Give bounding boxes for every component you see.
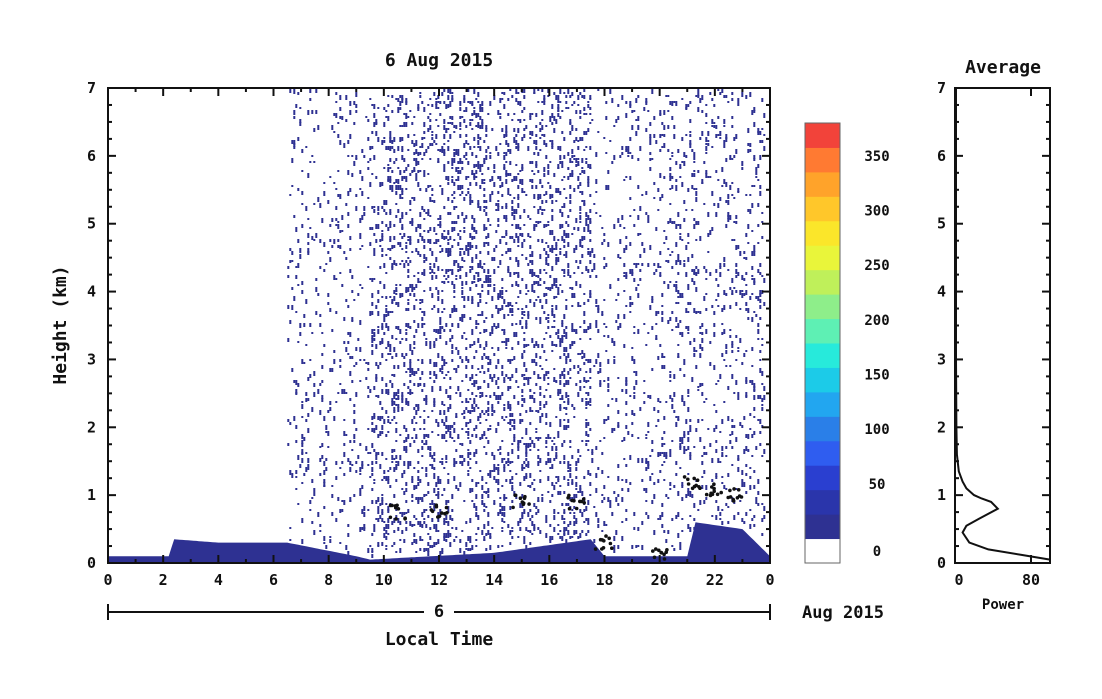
y-tick-label: 5 xyxy=(87,215,96,233)
colorbar-segment xyxy=(805,391,840,417)
colorbar-segment xyxy=(805,465,840,491)
average-x-tick-label: 80 xyxy=(1022,571,1040,589)
colorbar: 0 50 100 150 200 250 300 350 xyxy=(804,122,890,564)
x-tick-label: 2 xyxy=(159,571,168,589)
y-tick-label: 1 xyxy=(87,486,96,504)
x-tick-label: 8 xyxy=(324,571,333,589)
power-label: Power xyxy=(982,597,1024,613)
average-y-tick-label: 0 xyxy=(937,554,946,572)
chart-title: 6 Aug 2015 xyxy=(385,50,493,71)
colorbar-segment xyxy=(805,538,840,564)
x-tick-label: 10 xyxy=(375,571,393,589)
colorbar-segment xyxy=(805,220,840,246)
average-y-tick-label: 3 xyxy=(937,350,946,368)
y-tick-label: 4 xyxy=(87,283,96,301)
colorbar-tick-label: 50 xyxy=(869,477,886,493)
colorbar-segment xyxy=(805,245,840,271)
colorbar-segment xyxy=(805,514,840,540)
date-day-label: 6 xyxy=(434,602,444,622)
average-y-tick-label: 1 xyxy=(937,486,946,504)
colorbar-segment xyxy=(805,147,840,173)
x-tick-label: 4 xyxy=(214,571,223,589)
x-tick-label: 14 xyxy=(485,571,503,589)
colorbar-tick-label: 200 xyxy=(864,313,889,329)
heatmap-plot xyxy=(108,89,770,563)
colorbar-segment xyxy=(805,489,840,515)
colorbar-segment xyxy=(805,171,840,197)
y-tick-label: 2 xyxy=(87,418,96,436)
average-y-tick-label: 7 xyxy=(937,79,946,97)
x-tick-label: 6 xyxy=(269,571,278,589)
average-title: Average xyxy=(965,57,1041,78)
average-frame xyxy=(954,87,1051,564)
colorbar-tick-label: 150 xyxy=(864,368,889,384)
date-bar: 6 xyxy=(107,602,771,622)
colorbar-segment xyxy=(805,343,840,368)
colorbar-segment xyxy=(805,294,840,320)
average-y-tick-label: 2 xyxy=(937,418,946,436)
colorbar-segment xyxy=(805,123,840,148)
x-tick-label: 18 xyxy=(595,571,613,589)
colorbar-segment xyxy=(805,269,840,295)
colorbar-segment xyxy=(805,196,840,222)
elevated-layer-echo xyxy=(388,475,744,561)
x-tick-label: 0 xyxy=(103,571,112,589)
surface-layer xyxy=(108,522,770,563)
average-y-tick-label: 6 xyxy=(937,147,946,165)
colorbar-tick-label: 100 xyxy=(864,422,889,438)
average-power-line xyxy=(955,88,1051,561)
average-y-tick-label: 4 xyxy=(937,283,946,301)
y-tick-label: 7 xyxy=(87,79,96,97)
y-tick-label: 6 xyxy=(87,147,96,165)
average-y-tick-label: 5 xyxy=(937,215,946,233)
y-tick-label: 0 xyxy=(87,554,96,572)
x-axis-label: Local Time xyxy=(385,629,494,650)
colorbar-segment xyxy=(805,318,840,344)
date-month-year: Aug 2015 xyxy=(802,603,884,623)
colorbar-tick-label: 0 xyxy=(873,544,881,560)
x-tick-label: 20 xyxy=(651,571,669,589)
colorbar-tick-label: 300 xyxy=(864,203,889,219)
colorbar-segment xyxy=(805,416,840,442)
y-axis-label: Height (km) xyxy=(50,265,71,384)
colorbar-segment xyxy=(805,440,840,466)
average-x-tick-label: 0 xyxy=(954,571,963,589)
y-tick-label: 3 xyxy=(87,350,96,368)
colorbar-segment xyxy=(805,367,840,393)
x-tick-label: 0 xyxy=(765,571,774,589)
x-tick-label: 16 xyxy=(540,571,558,589)
average-profile-plot: 0 1 2 3 4 5 6 7 0 80 xyxy=(937,79,1051,589)
x-tick-label: 22 xyxy=(706,571,724,589)
x-tick-label: 12 xyxy=(430,571,448,589)
colorbar-tick-label: 350 xyxy=(864,149,889,165)
noise-speckle xyxy=(287,89,766,558)
colorbar-tick-label: 250 xyxy=(864,258,889,274)
